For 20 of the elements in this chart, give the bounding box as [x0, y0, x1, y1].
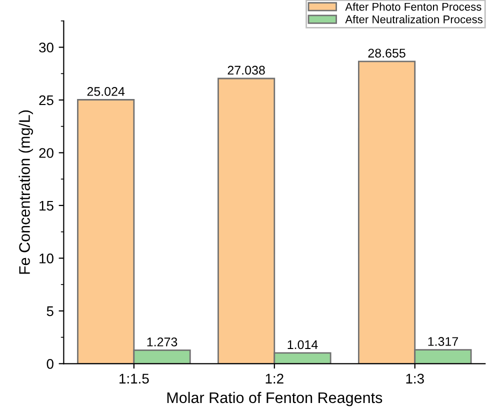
x-tick-label: 1:1.5	[120, 374, 149, 384]
y-axis-title: Fe Concentration (mg/L)	[18, 110, 33, 274]
x-tick-label: 1:3	[406, 374, 424, 384]
y-tick-label: 30	[39, 42, 54, 52]
legend-label: After Neutralization Process	[345, 15, 482, 24]
x-axis-title: Molar Ratio of Fenton Reagents	[167, 392, 382, 406]
data-label: 1.273	[147, 338, 178, 346]
data-label: 1.317	[428, 337, 458, 346]
y-tick-label: 15	[40, 200, 54, 211]
y-tick-label: 5	[46, 306, 54, 316]
y-tick-label: 0	[46, 358, 54, 369]
y-tick-label: 25	[39, 95, 54, 106]
y-tick-label: 20	[39, 148, 54, 158]
data-label: 28.655	[368, 48, 406, 58]
y-tick-label: 10	[40, 254, 54, 264]
legend-label: After Photo Fenton Process	[345, 2, 482, 11]
data-label: 25.024	[87, 87, 125, 96]
data-label: 27.038	[228, 66, 265, 75]
data-label: 1.014	[288, 340, 318, 350]
x-tick-label: 1:2	[266, 374, 284, 384]
